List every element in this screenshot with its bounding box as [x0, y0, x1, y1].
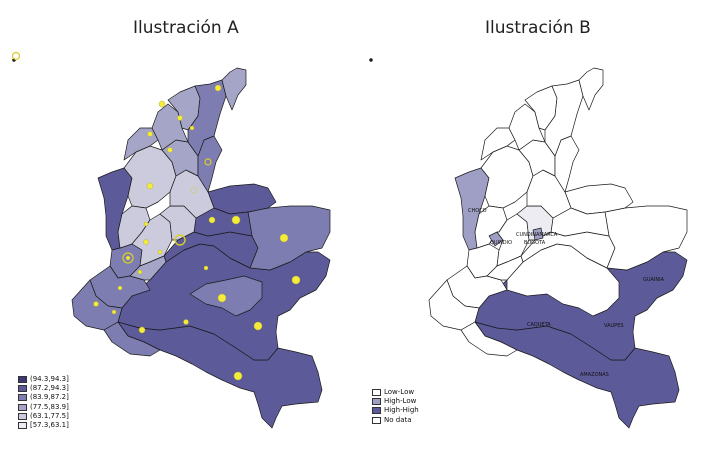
legend-label: Low-Low — [384, 388, 415, 396]
region-narino-b — [428, 279, 480, 331]
legend-label: High-High — [384, 406, 419, 415]
legend-a-item: (87.2,94.3] — [18, 384, 69, 393]
legend-label: (63.1,77.5] — [30, 411, 69, 420]
label-cundinamarca: CUNDINAMARCA — [516, 232, 558, 238]
region-labels-b: CHOCO QUINDIO CUNDINAMARCA BOGOTA GUAINI… — [468, 208, 665, 378]
legend-label: (94.3,94.3] — [30, 375, 69, 383]
region-guajira-a — [221, 67, 247, 111]
label-caqueta: CAQUETA — [527, 322, 551, 328]
legend-swatch — [18, 412, 27, 420]
legend-a-item: (83.9,87.2] — [18, 393, 69, 402]
legend-b: Low-Low High-Low High-High No data — [372, 388, 419, 425]
legend-label: No data — [384, 415, 412, 424]
legend-label: (83.9,87.2] — [30, 393, 69, 402]
region-cordoba-b — [480, 127, 516, 161]
panel-a-title: Ilustración A — [133, 18, 239, 38]
legend-swatch — [18, 403, 27, 411]
legend-swatch — [18, 385, 27, 393]
region-sucre-bolivar-a — [151, 103, 189, 151]
label-vaupes: VAUPES — [604, 323, 624, 329]
legend-swatch — [18, 394, 27, 402]
legend-label: (87.2,94.3] — [30, 384, 69, 393]
legend-a: (94.3,94.3] (87.2,94.3] (83.9,87.2] (77.… — [18, 375, 69, 430]
legend-b-item: High-High — [372, 406, 419, 415]
label-bogota: BOGOTA — [524, 240, 546, 246]
legend-swatch — [372, 389, 381, 397]
map-a — [12, 58, 331, 429]
region-guaviare-a — [189, 275, 263, 317]
label-guainia: GUAINIA — [643, 277, 665, 283]
region-bogota-b — [532, 227, 544, 241]
region-sucre-bolivar-b — [508, 103, 546, 151]
region-casanare-a — [193, 207, 253, 237]
panel-b-title: Ilustración B — [485, 18, 591, 38]
region-guajira-b — [578, 67, 604, 111]
legend-label: [57.3,63.1] — [30, 420, 69, 429]
legend-label: High-Low — [384, 397, 417, 406]
region-vichada-a — [247, 205, 331, 271]
legend-swatch — [372, 407, 381, 415]
legend-swatch — [372, 398, 381, 406]
region-vichada-b — [604, 205, 688, 271]
legend-swatch — [18, 422, 27, 430]
legend-a-item: [57.3,63.1] — [18, 421, 69, 430]
legend-a-item: (77.5,83.9] — [18, 403, 69, 412]
markers-a — [11, 51, 301, 381]
region-casanare-b — [550, 207, 610, 237]
region-putumayo-b — [460, 321, 518, 357]
legend-b-item: High-Low — [372, 397, 419, 406]
legend-swatch — [18, 376, 27, 384]
label-amazonas: AMAZONAS — [580, 372, 609, 378]
legend-b-item: Low-Low — [372, 388, 419, 397]
legend-b-item: No data — [372, 416, 419, 425]
legend-a-item: (63.1,77.5] — [18, 412, 69, 421]
legend-label: (77.5,83.9] — [30, 402, 69, 411]
label-choco: CHOCO — [468, 208, 487, 214]
region-huila-b — [486, 255, 524, 281]
region-putumayo-a — [103, 321, 161, 357]
label-quindio: QUINDIO — [490, 240, 512, 246]
legend-swatch — [372, 416, 381, 424]
map-b — [369, 58, 688, 429]
legend-a-item: (94.3,94.3] — [18, 375, 69, 384]
island-san-andres-b — [369, 58, 373, 62]
